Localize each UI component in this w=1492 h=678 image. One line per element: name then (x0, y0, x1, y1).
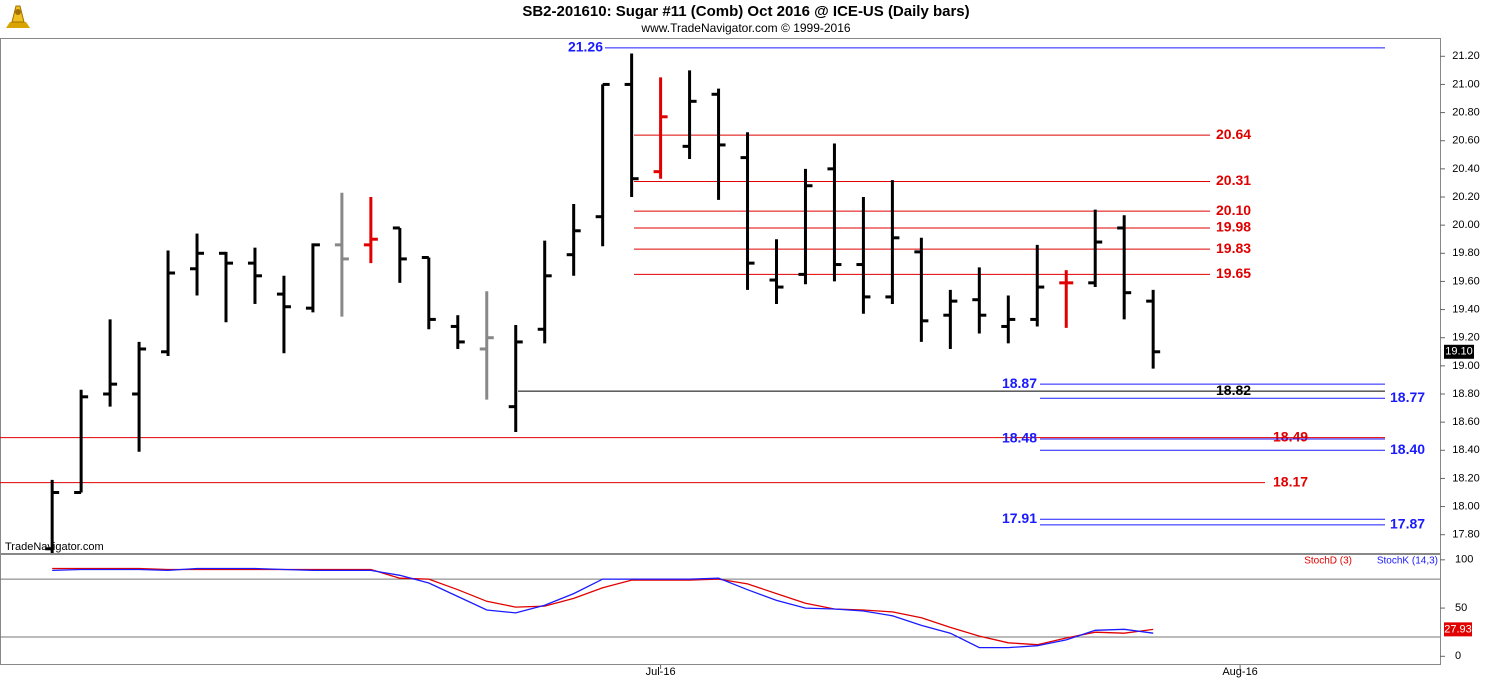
stoch-panel (0, 554, 1441, 665)
legend-entry: StochK (14,3) (1377, 556, 1438, 567)
last-value-label: 27.93 (1444, 623, 1472, 635)
level-label: 19.83 (1216, 240, 1251, 256)
level-label: 18.40 (1390, 441, 1425, 457)
last-price-label: 19.10 (1445, 346, 1473, 358)
chart-title: SB2-201610: Sugar #11 (Comb) Oct 2016 @ … (522, 3, 969, 20)
y-tick-label: 19.00 (1452, 360, 1480, 372)
chart-subtitle: www.TradeNavigator.com © 1999-2016 (640, 21, 850, 35)
level-label: 18.87 (1002, 375, 1037, 391)
level-label: 18.49 (1273, 428, 1308, 444)
price-panel (0, 38, 1441, 554)
y-tick-label: 18.00 (1452, 500, 1480, 512)
y-tick-label: 0 (1455, 650, 1461, 662)
y-tick-label: 50 (1455, 602, 1467, 614)
y-tick-label: 20.80 (1452, 106, 1480, 118)
level-label: 18.77 (1390, 389, 1425, 405)
stoch-line (52, 567, 1154, 649)
level-label: 18.48 (1002, 430, 1037, 446)
y-tick-label: 17.80 (1452, 529, 1480, 541)
x-tick-label: Jul-16 (646, 666, 676, 678)
y-tick-label: 100 (1455, 554, 1473, 566)
level-label: 18.17 (1273, 473, 1308, 489)
logo (6, 5, 30, 28)
legend-entry: StochD (3) (1304, 556, 1352, 567)
watermark: TradeNavigator.com (5, 541, 104, 553)
stoch-line (52, 567, 1154, 646)
level-label: 20.31 (1216, 172, 1251, 188)
level-label: 20.64 (1216, 126, 1251, 142)
y-tick-label: 18.20 (1452, 472, 1480, 484)
level-label: 21.26 (568, 39, 603, 55)
level-label: 19.65 (1216, 265, 1251, 281)
y-tick-label: 18.60 (1452, 416, 1480, 428)
level-label: 19.98 (1216, 219, 1251, 235)
y-tick-label: 19.20 (1452, 332, 1480, 344)
level-label: 17.91 (1002, 510, 1037, 526)
y-tick-label: 20.40 (1452, 163, 1480, 175)
y-tick-label: 20.20 (1452, 191, 1480, 203)
y-tick-label: 19.60 (1452, 275, 1480, 287)
y-tick-label: 19.40 (1452, 303, 1480, 315)
y-tick-label: 19.80 (1452, 247, 1480, 259)
y-tick-label: 18.40 (1452, 444, 1480, 456)
y-tick-label: 20.00 (1452, 219, 1480, 231)
y-tick-label: 21.20 (1452, 50, 1480, 62)
level-label: 20.10 (1216, 202, 1251, 218)
level-label: 18.82 (1216, 382, 1251, 398)
y-tick-label: 18.80 (1452, 388, 1480, 400)
x-tick-label: Aug-16 (1222, 666, 1257, 678)
y-tick-label: 20.60 (1452, 135, 1480, 147)
y-tick-label: 21.00 (1452, 78, 1480, 90)
last-price-box (1444, 344, 1474, 359)
level-label: 17.87 (1390, 516, 1425, 532)
last-value-box (1444, 622, 1472, 637)
